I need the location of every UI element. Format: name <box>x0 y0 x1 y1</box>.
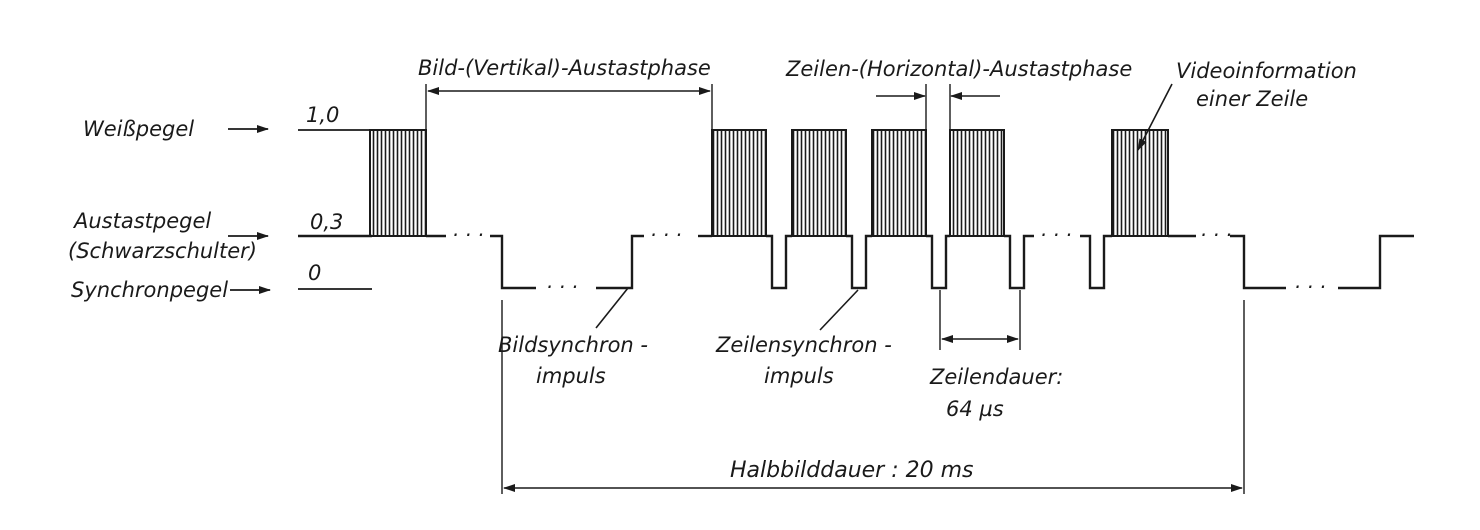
line-sync-label-line2: impuls <box>764 364 834 388</box>
horizontal-blanking-label: Zeilen-(Horizontal)-Austastphase <box>785 57 1132 81</box>
white-level-value: 1,0 <box>306 103 339 127</box>
continuation-dots: · · · <box>1200 223 1232 247</box>
video-info-label-line1: Videoinformation <box>1176 59 1357 83</box>
video-burst <box>711 129 767 237</box>
video-burst <box>871 129 927 237</box>
field-duration-label: Halbbilddauer : 20 ms <box>730 458 974 483</box>
continuation-dots: · · · <box>650 223 682 247</box>
line-duration-value: 64 µs <box>946 397 1004 421</box>
blank-level-value: 0,3 <box>310 210 343 234</box>
continuation-dots: · · · <box>1294 275 1326 299</box>
continuation-dots: · · · <box>1040 223 1072 247</box>
video-burst <box>369 129 427 237</box>
line-sync-label-line1: Zeilensynchron - <box>715 333 892 357</box>
line-sync-leader <box>819 289 859 331</box>
black-porch-label: (Schwarzschulter) <box>68 239 257 263</box>
continuation-dots: · · · <box>452 223 484 247</box>
line-duration-label: Zeilendauer: <box>929 365 1063 389</box>
vertical-blanking-label: Bild-(Vertikal)-Austastphase <box>418 56 711 80</box>
frame-sync-label-line2: impuls <box>536 364 606 388</box>
sync-level-label: Synchronpegel <box>71 278 228 302</box>
video-info-pointer <box>1137 83 1173 151</box>
frame-sync-leader <box>595 287 629 329</box>
video-bursts <box>369 129 1169 237</box>
blank-level-label: Austastpegel <box>72 209 211 233</box>
video-info-label-line2: einer Zeile <box>1196 87 1308 111</box>
continuation-dots: · · · <box>546 275 578 299</box>
video-burst <box>949 129 1005 237</box>
frame-sync-label-line1: Bildsynchron - <box>498 333 648 357</box>
video-burst <box>791 129 847 237</box>
signal-waveform <box>298 234 1414 290</box>
white-level-label: Weißpegel <box>83 117 194 141</box>
sync-level-value: 0 <box>308 261 321 285</box>
